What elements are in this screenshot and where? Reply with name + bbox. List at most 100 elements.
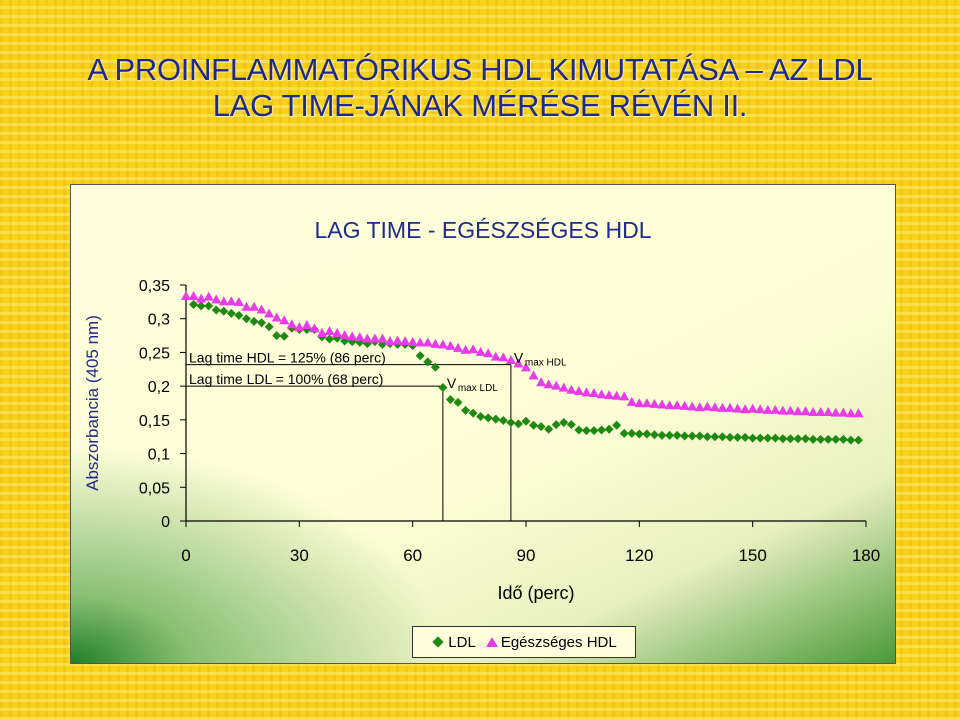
- legend-triangle-marker: [485, 637, 498, 647]
- slide-title: A PROINFLAMMATÓRIKUS HDL KIMUTATÁSA – AZ…: [0, 52, 960, 124]
- ldl-point: [853, 435, 863, 445]
- ldl-point: [649, 430, 659, 440]
- annotation-vmax-ldl: V: [447, 375, 457, 391]
- hdl-point: [407, 336, 418, 346]
- ldl-point: [687, 431, 697, 441]
- hdl-point: [808, 406, 819, 416]
- ldl-point: [740, 432, 750, 442]
- hdl-point: [762, 404, 773, 414]
- ldl-point: [476, 411, 486, 421]
- hdl-point: [332, 328, 343, 338]
- hdl-point: [445, 340, 456, 350]
- ldl-point: [536, 422, 546, 432]
- hdl-point: [317, 328, 327, 338]
- ldl-point: [189, 300, 199, 310]
- hdl-point: [430, 338, 441, 348]
- hdl-point: [226, 296, 237, 306]
- ldl-point: [846, 435, 856, 445]
- hdl-point: [777, 405, 788, 415]
- ldl-point: [581, 426, 591, 436]
- hdl-point: [475, 346, 486, 356]
- hdl-point: [747, 403, 758, 413]
- hdl-point: [354, 332, 365, 342]
- ldl-point: [785, 434, 795, 444]
- x-tick-label: 30: [290, 546, 309, 565]
- hdl-point: [294, 321, 305, 331]
- ldl-point: [226, 308, 236, 318]
- ldl-point: [249, 316, 259, 326]
- ldl-point: [748, 433, 758, 443]
- hdl-point: [490, 351, 501, 361]
- hdl-point: [793, 406, 803, 416]
- hdl-point: [377, 333, 388, 343]
- y-tick-label: 0,15: [139, 413, 170, 430]
- ldl-point: [680, 431, 690, 441]
- ldl-point: [430, 362, 440, 372]
- hdl-point: [203, 291, 214, 301]
- hdl-point: [498, 352, 509, 362]
- ldl-point: [725, 432, 735, 442]
- hdl-point: [249, 301, 259, 311]
- ldl-point: [559, 418, 569, 428]
- legend-item-hdl: Egészséges HDL: [485, 634, 617, 651]
- hdl-point: [657, 399, 667, 409]
- ldl-point: [793, 434, 803, 444]
- chart-background: [71, 185, 895, 663]
- hdl-point: [362, 333, 373, 343]
- hdl-point: [528, 370, 539, 380]
- ldl-point: [816, 434, 826, 444]
- ldl-point: [574, 425, 584, 435]
- y-tick-label: 0,35: [139, 278, 170, 295]
- ldl-point: [801, 434, 811, 444]
- hdl-point: [551, 380, 562, 390]
- ldl-point: [445, 395, 455, 405]
- hdl-point: [679, 400, 690, 410]
- y-tick-label: 0,25: [139, 345, 170, 362]
- hdl-point: [823, 406, 834, 416]
- ldl-point: [589, 426, 599, 436]
- hdl-point: [694, 402, 705, 412]
- hdl-point: [400, 336, 411, 346]
- hdl-point: [415, 337, 426, 347]
- y-tick-label: 0,3: [148, 312, 170, 329]
- hdl-point: [543, 379, 554, 389]
- hdl-point: [672, 400, 683, 410]
- ldl-point: [264, 322, 274, 332]
- hdl-point: [581, 387, 592, 397]
- hdl-point: [218, 296, 229, 306]
- ldl-point: [566, 420, 576, 430]
- hdl-point: [649, 398, 660, 408]
- ldl-point: [234, 310, 244, 320]
- ldl-point: [544, 424, 554, 434]
- hdl-point: [468, 344, 479, 354]
- ldl-point: [627, 428, 637, 438]
- hdl-point: [264, 308, 275, 318]
- ldl-point: [838, 434, 848, 444]
- ldl-point: [257, 318, 267, 328]
- hdl-point: [634, 398, 645, 408]
- annotation-vmax-hdl-subscript: max HDL: [525, 358, 567, 369]
- x-tick-label: 120: [625, 546, 653, 565]
- ldl-point: [717, 432, 727, 442]
- ldl-point: [196, 301, 206, 311]
- ldl-point: [521, 416, 531, 426]
- chart-title: LAG TIME - EGÉSZSÉGES HDL: [314, 217, 652, 243]
- ldl-point: [491, 414, 501, 424]
- ldl-point: [808, 434, 818, 444]
- hdl-point: [785, 405, 796, 415]
- ldl-point: [438, 382, 448, 392]
- ldl-point: [513, 419, 523, 429]
- hdl-point: [755, 404, 766, 414]
- ldl-point: [529, 420, 539, 430]
- hdl-point: [687, 401, 698, 411]
- ldl-point: [468, 408, 478, 418]
- hdl-point: [717, 402, 728, 412]
- y-tick-label: 0,05: [139, 480, 170, 497]
- ldl-point: [831, 434, 841, 444]
- hdl-point: [604, 390, 615, 400]
- hdl-point: [369, 333, 380, 343]
- hdl-point: [853, 408, 864, 418]
- ldl-point: [770, 433, 780, 443]
- ldl-point: [483, 413, 493, 423]
- hdl-point: [181, 290, 191, 300]
